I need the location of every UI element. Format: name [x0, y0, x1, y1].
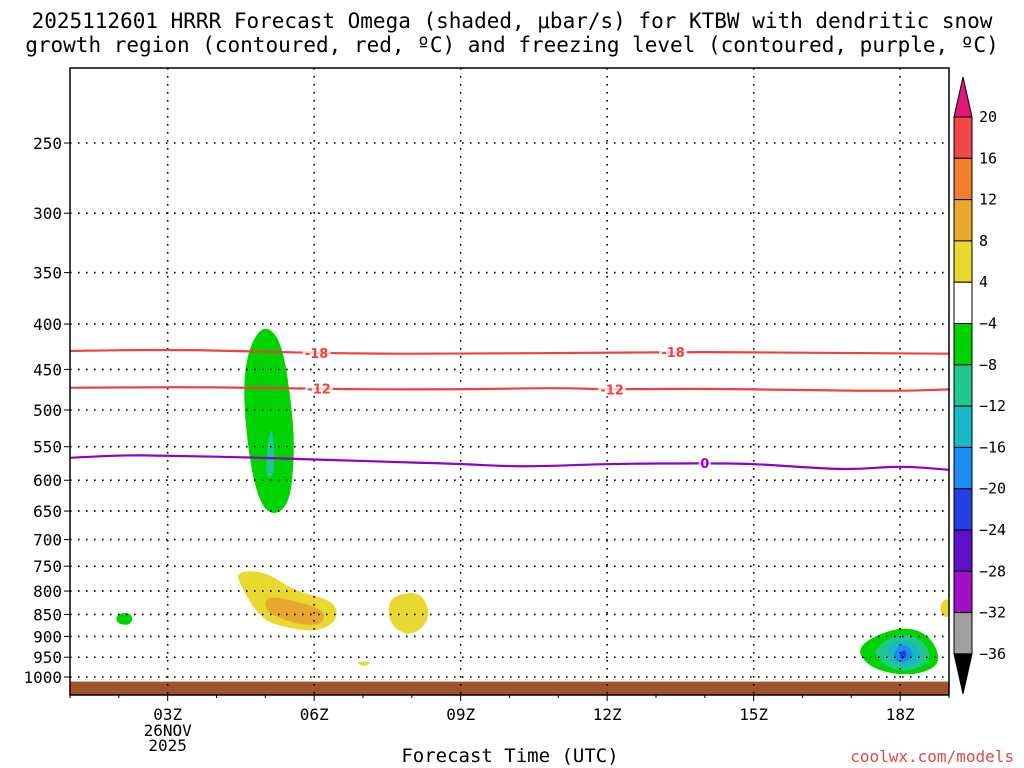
- contour-dgz-minus12: [70, 386, 949, 392]
- contour-label-dgz-minus18: -18: [661, 346, 685, 361]
- colorbar-swatch: [953, 570, 973, 614]
- colorbar-swatch: [953, 240, 973, 283]
- omega-region-yellow-speck-7z: [358, 661, 370, 666]
- colorbar-swatch: [953, 281, 973, 325]
- y-tick-label: 350: [33, 264, 62, 283]
- y-tick-label: 600: [33, 471, 62, 490]
- colorbar-top-arrow: [953, 76, 973, 118]
- x-tick-label: 12Z: [593, 705, 622, 724]
- omega-region-green-right-middle: [877, 387, 949, 475]
- chart-title-line-1: 2025112601 HRRR Forecast Omega (shaded, …: [32, 9, 993, 33]
- omega-region-teal-lower-left: [116, 612, 133, 625]
- colorbar-swatch: [953, 199, 973, 242]
- y-tick-label: 750: [33, 557, 62, 576]
- y-tick-label: 250: [33, 134, 62, 153]
- colorbar-label: −12: [979, 397, 1006, 415]
- colorbar-label: 8: [979, 232, 988, 250]
- contour-label-bg: [598, 382, 627, 397]
- colorbar-swatch: [953, 612, 973, 655]
- omega-region-green-upper-left: [110, 164, 126, 251]
- colorbar-label: −24: [979, 521, 1006, 539]
- omega-region-yellow-small-8z: [388, 593, 429, 634]
- omega-region-green-upper-right: [753, 97, 853, 288]
- grid-layer: [70, 68, 949, 695]
- y-tick-label: 900: [33, 627, 62, 646]
- y-tick-label: 650: [33, 502, 62, 521]
- colorbar-label: 12: [979, 191, 997, 209]
- colorbar-swatch: [953, 116, 973, 159]
- colorbar-label: −8: [979, 356, 997, 374]
- colorbar-label: 4: [979, 273, 988, 291]
- x-tick-label: 09Z: [446, 705, 475, 724]
- contour-layer: -18 -18 -12 -12 0: [70, 345, 949, 472]
- contour-label-freezing-level: 0: [700, 457, 709, 472]
- y-tick-label: 1000: [23, 668, 62, 687]
- y-tick-label: 450: [33, 360, 62, 379]
- contour-label-bg: [302, 345, 331, 360]
- colorbar-label: −36: [979, 645, 1006, 663]
- terrain-layer: [70, 681, 949, 695]
- colorbar-label: −20: [979, 480, 1006, 498]
- contour-freezing-level: [70, 454, 949, 471]
- y-tick-label: 800: [33, 582, 62, 601]
- contour-label-dgz-minus12: -12: [307, 383, 331, 398]
- colorbar-bottom-arrow: [953, 653, 973, 695]
- y-tick-label: 500: [33, 401, 62, 420]
- omega-region-green-speck-15z: [751, 585, 760, 618]
- x-axis-label: Forecast Time (UTC): [401, 745, 618, 767]
- omega-region-purple-core: [900, 650, 907, 659]
- y-tick-label: 700: [33, 531, 62, 550]
- omega-region-yellow-right-edge: [940, 599, 949, 618]
- colorbar-label: 16: [979, 149, 997, 167]
- y-tick-label: 550: [33, 438, 62, 457]
- y-tick-label: 850: [33, 605, 62, 624]
- x-year-label: 2025: [148, 736, 187, 755]
- colorbar-swatch: [953, 405, 973, 448]
- credit-text: coolwx.com/models: [850, 747, 1014, 766]
- colorbar-swatch: [953, 529, 973, 572]
- x-tick-label: 03Z: [153, 705, 182, 724]
- contour-dgz-minus18: [70, 348, 949, 355]
- colorbar-label: −4: [979, 315, 997, 333]
- x-date-label: 26NOV: [144, 721, 193, 740]
- x-tick-label: 18Z: [886, 705, 915, 724]
- y-tick-label: 300: [33, 204, 62, 223]
- omega-shading-layer: [90, 97, 949, 678]
- terrain-strip: [70, 681, 949, 695]
- colorbar-swatch: [953, 364, 973, 407]
- contour-label-bg: [698, 456, 711, 471]
- y-axis: 250 300 350 400 450 500 550 600 650 700 750 800 850 9…: [23, 134, 70, 687]
- contour-label-bg: [305, 381, 334, 396]
- colorbar-swatch: [953, 446, 973, 490]
- chart-title-line-2: growth region (contoured, red, ºC) and f…: [25, 33, 999, 57]
- x-tick-label: 15Z: [739, 705, 768, 724]
- omega-region-orange-lower-middle: [265, 597, 324, 625]
- omega-region-cyan-core: [266, 430, 275, 479]
- contour-label-dgz-minus12: -12: [600, 383, 624, 398]
- colorbar-swatch: [953, 157, 973, 201]
- y-tick-label: 400: [33, 315, 62, 334]
- contour-label-dgz-minus18: -18: [305, 347, 329, 362]
- colorbar: 20 16 12 8 4 −4 −8 −12 −16 −20 −24 −28 −32 −36: [953, 76, 1006, 695]
- colorbar-label: −16: [979, 438, 1006, 456]
- omega-region-green-lower-left: [90, 589, 234, 661]
- y-tick-label: 950: [33, 648, 62, 667]
- colorbar-label: −32: [979, 604, 1006, 622]
- omega-region-green-speck-7z: [361, 630, 369, 644]
- colorbar-label: 20: [979, 108, 997, 126]
- colorbar-swatch: [953, 488, 973, 531]
- contour-label-bg: [659, 345, 688, 360]
- omega-region-teal-main-column: [244, 328, 294, 513]
- x-tick-label: 06Z: [300, 705, 329, 724]
- colorbar-swatch: [953, 323, 973, 366]
- colorbar-label: −28: [979, 562, 1006, 580]
